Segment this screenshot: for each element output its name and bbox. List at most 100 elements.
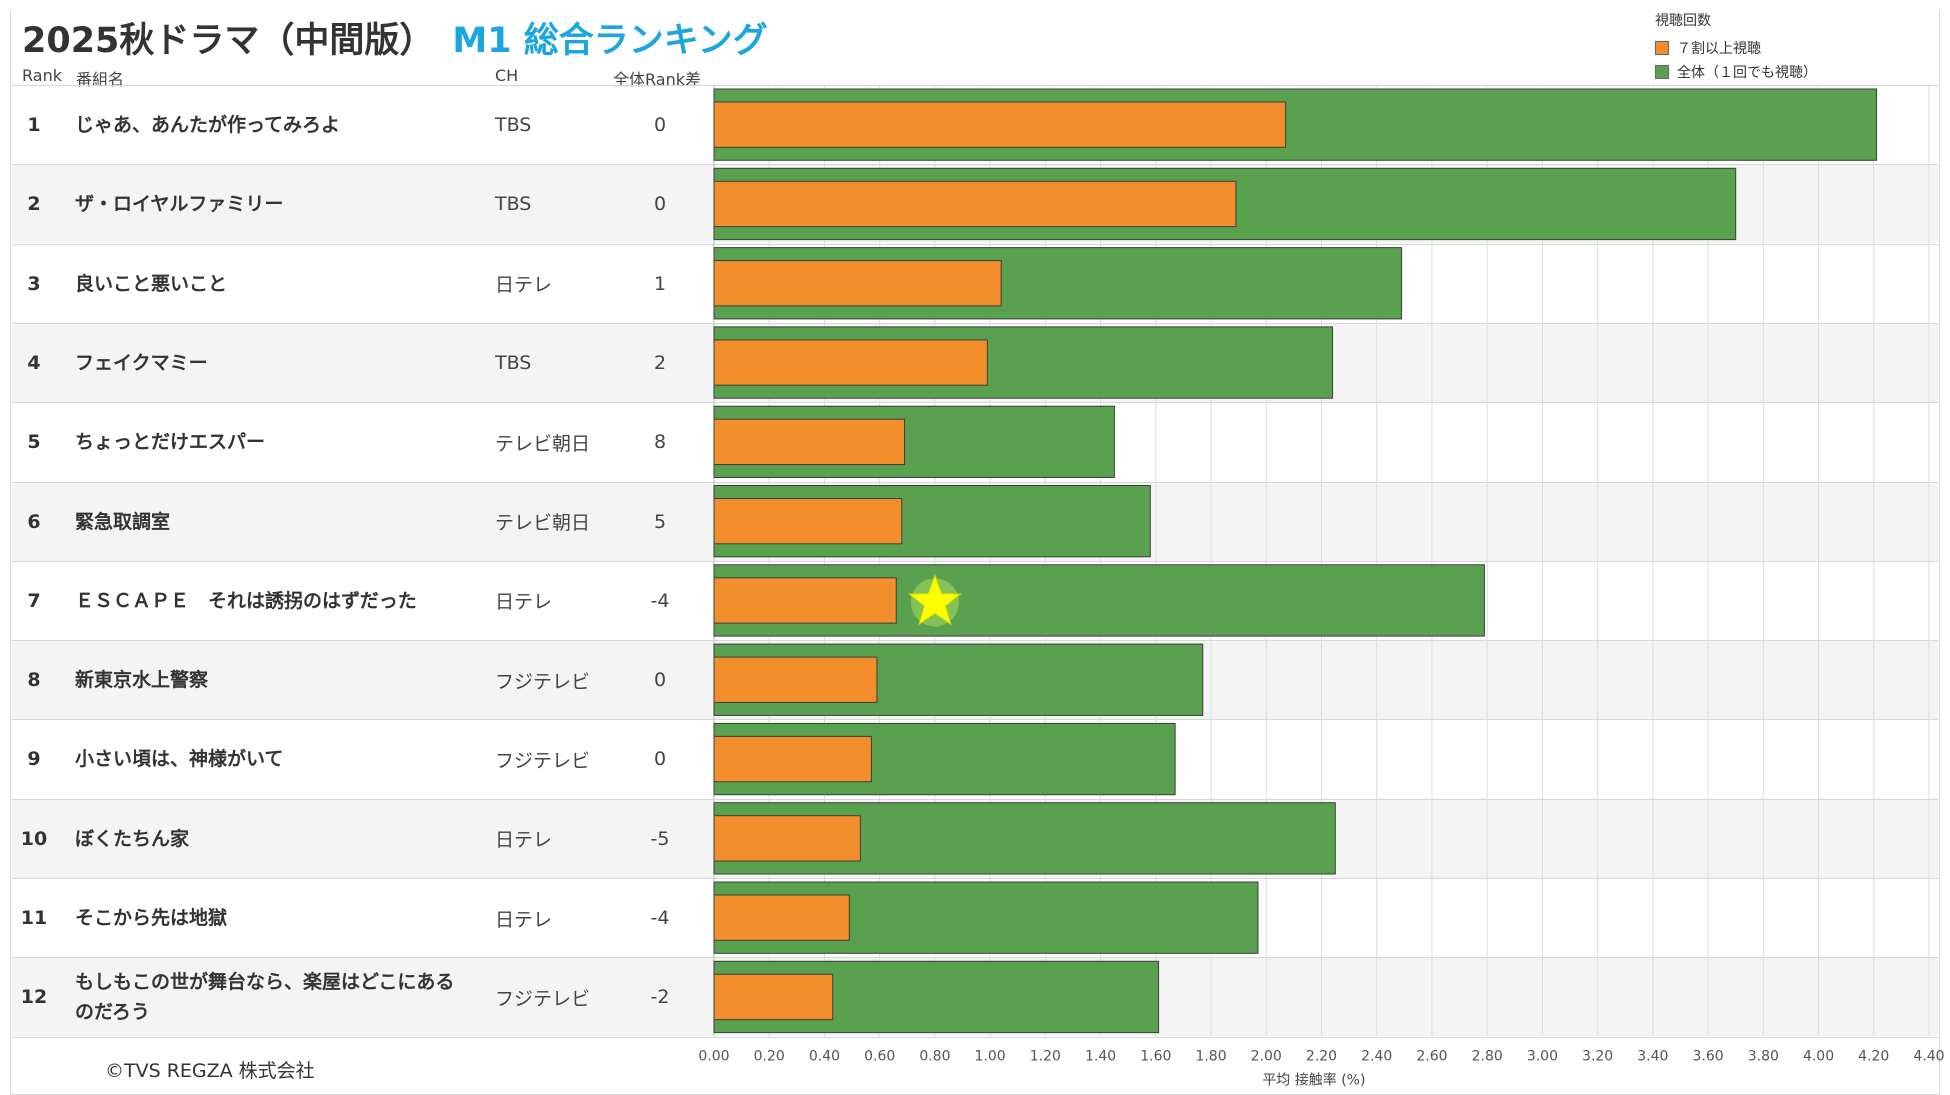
legend-item-70pct: ７割以上視聴 — [1655, 36, 1817, 60]
rank-cell: 6 — [27, 510, 41, 533]
x-tick-label: 3.60 — [1693, 1049, 1724, 1065]
bar-70pct-10 — [713, 815, 861, 862]
rank-diff: -4 — [650, 907, 670, 929]
bar-70pct-2 — [713, 180, 1237, 228]
rank-diff: 2 — [653, 351, 667, 374]
x-tick-label: 0.80 — [919, 1049, 950, 1065]
legend-item-all: 全体（１回でも視聴） — [1655, 60, 1817, 84]
legend-label-70pct: ７割以上視聴 — [1677, 41, 1761, 57]
x-tick-label: 3.40 — [1637, 1049, 1668, 1065]
program-name: 新東京水上警察 — [75, 669, 209, 692]
channel: テレビ朝日 — [495, 432, 591, 455]
x-tick-label: 3.20 — [1582, 1049, 1613, 1065]
rank-diff: 0 — [653, 748, 667, 771]
rank-diff: 0 — [653, 114, 667, 136]
x-tick-label: 0.00 — [698, 1049, 729, 1065]
program-name: もしもこの世が舞台なら、楽屋はどこにあるのだろう — [75, 971, 455, 1024]
channel: 日テレ — [495, 591, 553, 614]
channel: 日テレ — [495, 829, 553, 852]
page-title: 2025秋ドラマ（中間版） M1 総合ランキング — [22, 12, 768, 63]
rank-cell: 9 — [27, 748, 41, 771]
bar-70pct-11 — [713, 894, 850, 941]
copyright: ©TVS REGZA 株式会社 — [105, 1060, 315, 1082]
channel: 日テレ — [495, 908, 553, 931]
x-tick-label: 1.20 — [1030, 1049, 1061, 1065]
x-axis-label: 平均 接触率 (%) — [1262, 1072, 1365, 1089]
channel: TBS — [495, 114, 532, 136]
channel: フジテレビ — [495, 670, 591, 693]
x-tick-label: 2.20 — [1306, 1049, 1337, 1065]
rank-cell: 2 — [27, 193, 41, 216]
header-ch: CH — [495, 66, 519, 85]
x-tick-label: 2.00 — [1251, 1049, 1282, 1065]
header-diff: 全体Rank差 — [613, 70, 701, 89]
x-tick-label: 3.00 — [1527, 1049, 1558, 1065]
program-name: ぼくたちん家 — [75, 827, 190, 850]
bar-70pct-4 — [713, 339, 988, 386]
title-main: 2025秋ドラマ（中間版） — [22, 21, 435, 61]
rank-diff: 1 — [653, 272, 667, 295]
channel: フジテレビ — [495, 987, 591, 1010]
table-row: 5 ちょっとだけエスパー テレビ朝日 8 — [12, 402, 1938, 481]
rank-diff: 8 — [653, 431, 667, 454]
program-name: ザ・ロイヤルファミリー — [75, 193, 284, 216]
channel: フジテレビ — [495, 749, 591, 772]
x-tick-label: 1.00 — [975, 1049, 1006, 1065]
rank-cell: 5 — [27, 431, 41, 454]
rank-cell: 1 — [27, 114, 41, 136]
rank-cell: 7 — [27, 589, 41, 612]
legend-title: 視聴回数 — [1655, 13, 1711, 29]
table-row: 3 良いこと悪いこと 日テレ 1 — [12, 243, 1938, 323]
channel: テレビ朝日 — [495, 512, 591, 534]
x-tick-label: 1.80 — [1195, 1049, 1226, 1065]
rank-cell: 11 — [20, 907, 48, 929]
table-row: 1 じゃあ、あんたが作ってみろよ TBS 0 — [12, 85, 1938, 164]
x-tick-label: 1.60 — [1140, 1049, 1171, 1065]
x-tick-label: 3.80 — [1748, 1049, 1779, 1065]
x-tick-label: 2.60 — [1416, 1049, 1447, 1065]
header-name: 番組名 — [76, 70, 125, 89]
x-tick-label: 0.40 — [809, 1049, 840, 1065]
program-name: フェイクマミー — [75, 351, 208, 374]
rank-diff: -4 — [650, 589, 670, 612]
rank-diff: -5 — [650, 827, 670, 850]
legend-swatch-orange — [1655, 41, 1669, 55]
table-row: 11 そこから先は地獄 日テレ -4 — [12, 878, 1938, 957]
program-name: そこから先は地獄 — [75, 907, 228, 929]
bar-70pct-6 — [713, 498, 903, 545]
channel: TBS — [495, 351, 532, 374]
rank-diff: 0 — [653, 193, 667, 216]
table-bottom-line — [12, 1036, 1938, 1038]
rank-cell: 3 — [27, 272, 41, 295]
x-tick-label: 4.00 — [1803, 1049, 1834, 1065]
x-tick-label: 0.20 — [754, 1049, 785, 1065]
header-rank: Rank — [22, 66, 62, 85]
program-name: 緊急取調室 — [75, 510, 171, 533]
x-tick-label: 2.80 — [1472, 1049, 1503, 1065]
bar-70pct-5 — [713, 418, 906, 466]
program-name: ＥＳＣＡＰＥ それは誘拐のはずだった — [75, 589, 417, 612]
x-tick-label: 0.60 — [864, 1049, 895, 1065]
bar-70pct-1 — [713, 101, 1287, 148]
rank-cell: 12 — [20, 986, 48, 1009]
rank-diff: 0 — [653, 669, 667, 692]
rank-cell: 8 — [27, 669, 41, 692]
rank-cell: 10 — [20, 827, 48, 850]
highlight-star-icon — [907, 573, 963, 626]
program-name: じゃあ、あんたが作ってみろよ — [75, 114, 341, 136]
bar-70pct-12 — [713, 973, 834, 1021]
bar-70pct-7 — [713, 577, 897, 624]
rank-diff: 5 — [653, 510, 667, 533]
legend: 視聴回数 ７割以上視聴 全体（１回でも視聴） — [1655, 10, 1817, 84]
x-tick-label: 1.40 — [1085, 1049, 1116, 1065]
x-tick-label: 2.40 — [1361, 1049, 1392, 1065]
table-row: 7 ＥＳＣＡＰＥ それは誘拐のはずだった 日テレ -4 — [12, 560, 1938, 640]
program-name: ちょっとだけエスパー — [75, 431, 266, 454]
x-tick-label: 4.20 — [1858, 1049, 1889, 1065]
rank-diff: -2 — [650, 986, 670, 1009]
program-name: 小さい頃は、神様がいて — [75, 748, 284, 771]
bar-70pct-8 — [713, 656, 878, 703]
x-tick-label: 4.40 — [1913, 1049, 1944, 1065]
table-row: 9 小さい頃は、神様がいて フジテレビ 0 — [12, 719, 1938, 798]
